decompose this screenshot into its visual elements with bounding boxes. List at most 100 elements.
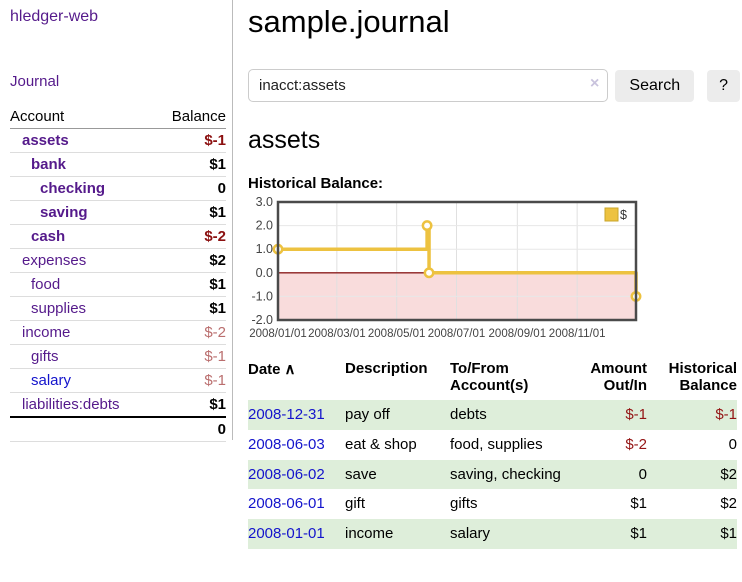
data-point-marker[interactable] bbox=[423, 267, 435, 279]
account-balance: $-1 bbox=[204, 348, 226, 365]
search-input[interactable] bbox=[248, 69, 609, 102]
description-column-header: Description bbox=[345, 360, 428, 377]
transaction-amount-cell: $1 bbox=[630, 495, 647, 513]
transaction-amount-cell: $1 bbox=[572, 519, 647, 549]
account-balance: $1 bbox=[209, 276, 226, 293]
accounts-total-row: 0 bbox=[10, 417, 226, 442]
sidebar: hledger-web Journal Account Balance asse… bbox=[0, 0, 233, 442]
transaction-accounts-cell: gifts bbox=[450, 495, 478, 513]
y-tick-label: -2.0 bbox=[251, 313, 273, 327]
transaction-date-link[interactable]: 2008-01-01 bbox=[248, 525, 325, 542]
transaction-date-link[interactable]: 2008-06-03 bbox=[248, 435, 325, 453]
register-header-row: Date ∧ Description To/From Account(s) Amo… bbox=[248, 358, 737, 400]
y-tick-label: -1.0 bbox=[251, 289, 273, 303]
y-tick-label: 0.0 bbox=[256, 266, 273, 280]
transaction-date-cell: 2008-06-03 bbox=[248, 430, 345, 460]
x-tick-label: 2008/09/01 bbox=[489, 328, 547, 340]
account-balance: $1 bbox=[209, 300, 226, 317]
transaction-description-cell: eat & shop bbox=[345, 435, 417, 453]
account-column-header: Account bbox=[10, 108, 65, 125]
transaction-balance-cell: $2 bbox=[720, 495, 737, 513]
sort-ascending-icon: ∧ bbox=[284, 361, 296, 378]
clear-search-icon[interactable]: × bbox=[590, 75, 600, 92]
sidebar-account-link[interactable]: income bbox=[22, 324, 71, 341]
sidebar-account-link[interactable]: assets bbox=[22, 132, 69, 149]
transaction-row[interactable]: 2008-12-31 pay off debts $-1 $-1 bbox=[248, 400, 737, 430]
balance-column-header-register: Historical Balance bbox=[668, 360, 737, 394]
legend-label: $ bbox=[620, 208, 627, 222]
sidebar-account-link[interactable]: saving bbox=[40, 204, 88, 221]
sidebar-account-link[interactable]: supplies bbox=[31, 300, 87, 317]
x-tick-label: 2008/03/01 bbox=[308, 328, 366, 340]
accounts-table-header: Account Balance bbox=[10, 105, 226, 129]
account-balance: $-2 bbox=[204, 324, 226, 341]
sidebar-account-link[interactable]: expenses bbox=[22, 252, 87, 269]
transaction-balance-cell: $1 bbox=[647, 519, 737, 549]
plot-border bbox=[276, 200, 638, 322]
main-content: sample.journal × Search ? assets Histori… bbox=[248, 0, 740, 549]
x-tick-label: 2008/05/01 bbox=[368, 328, 426, 340]
app-title-link[interactable]: hledger-web bbox=[10, 8, 99, 25]
transaction-description-cell: save bbox=[345, 459, 450, 490]
account-balance: $-2 bbox=[204, 228, 226, 245]
transaction-row[interactable]: 2008-06-03 eat & shop food, supplies $-2 0 bbox=[248, 430, 737, 460]
y-tick-label: 3.0 bbox=[256, 195, 273, 209]
balance-column-header: Balance bbox=[171, 108, 226, 125]
x-tick-label: 2008/11/01 bbox=[549, 328, 606, 340]
sidebar-account-link[interactable]: food bbox=[31, 276, 61, 293]
account-row: liabilities:debts $1 bbox=[10, 393, 226, 417]
data-point-marker[interactable] bbox=[421, 220, 433, 232]
account-row: expenses $2 bbox=[10, 249, 226, 273]
account-balance: 0 bbox=[217, 180, 226, 197]
transaction-row[interactable]: 2008-06-01 gift gifts $1 $2 bbox=[248, 489, 737, 519]
transaction-date-cell: 2008-01-01 bbox=[248, 519, 345, 549]
account-balance: $1 bbox=[209, 204, 226, 221]
search-button[interactable]: Search bbox=[615, 69, 695, 102]
account-row: assets $-1 bbox=[10, 129, 226, 153]
transaction-accounts-cell: saving, checking bbox=[450, 459, 572, 490]
transaction-row[interactable]: 2008-06-02 save saving, checking 0 $2 bbox=[248, 459, 737, 490]
account-balance: $1 bbox=[209, 156, 226, 173]
transaction-balance-cell: 0 bbox=[728, 435, 737, 453]
transaction-amount-cell: $-1 bbox=[572, 400, 647, 430]
accounts-column-header: To/From Account(s) bbox=[450, 360, 529, 394]
date-column-header[interactable]: Date ∧ bbox=[248, 361, 296, 378]
transaction-date-link[interactable]: 2008-06-01 bbox=[248, 495, 325, 513]
transaction-row[interactable]: 2008-01-01 income salary $1 $1 bbox=[248, 519, 737, 549]
accounts-table: Account Balance assets $-1 bank $1 checking 0… bbox=[10, 105, 226, 442]
transaction-balance-cell: $-1 bbox=[647, 400, 737, 430]
account-balance: $2 bbox=[209, 252, 226, 269]
transaction-accounts-cell: debts bbox=[450, 400, 572, 430]
account-row: supplies $1 bbox=[10, 297, 226, 321]
legend-swatch bbox=[604, 207, 619, 222]
sidebar-item-journal[interactable]: Journal bbox=[10, 73, 60, 90]
account-row: salary $-1 bbox=[10, 369, 226, 393]
sidebar-account-link[interactable]: salary bbox=[31, 372, 72, 389]
account-row: checking 0 bbox=[10, 177, 226, 201]
transaction-date-link[interactable]: 2008-06-02 bbox=[248, 465, 325, 483]
y-tick-label: 2.0 bbox=[256, 219, 273, 233]
sidebar-account-link[interactable]: liabilities:debts bbox=[22, 396, 120, 413]
account-heading: assets bbox=[248, 126, 321, 154]
transaction-amount-cell: 0 bbox=[572, 459, 647, 490]
account-row: cash $-2 bbox=[10, 225, 226, 249]
account-row: gifts $-1 bbox=[10, 345, 226, 369]
sidebar-account-link[interactable]: checking bbox=[40, 180, 106, 197]
accounts-total-value: 0 bbox=[217, 421, 226, 438]
account-balance: $-1 bbox=[204, 132, 226, 149]
transaction-description-cell: pay off bbox=[345, 400, 450, 430]
transaction-date-link[interactable]: 2008-12-31 bbox=[248, 406, 325, 423]
y-tick-label: 1.0 bbox=[256, 242, 273, 256]
transaction-amount-cell: $-2 bbox=[625, 435, 647, 453]
transaction-date-cell: 2008-12-31 bbox=[248, 400, 345, 430]
account-row: income $-2 bbox=[10, 321, 226, 345]
sidebar-account-link[interactable]: bank bbox=[31, 156, 67, 173]
help-button[interactable]: ? bbox=[707, 69, 740, 102]
search-form: × Search ? bbox=[248, 69, 740, 102]
sidebar-account-link[interactable]: gifts bbox=[31, 348, 59, 365]
account-row: food $1 bbox=[10, 273, 226, 297]
transaction-description-cell: income bbox=[345, 519, 450, 549]
amount-column-header: Amount Out/In bbox=[590, 360, 647, 394]
sidebar-account-link[interactable]: cash bbox=[31, 228, 66, 245]
